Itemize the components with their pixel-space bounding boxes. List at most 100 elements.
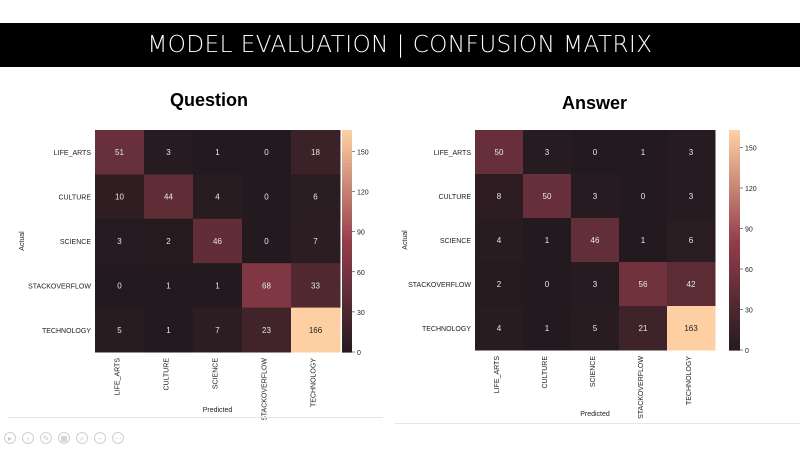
colorbar-segment <box>342 144 352 150</box>
cell-value-label: 7 <box>215 326 220 335</box>
more-icon[interactable]: ⋯ <box>112 432 124 444</box>
colorbar-segment <box>729 137 740 142</box>
colorbar-segment <box>729 192 740 197</box>
colorbar-segment <box>342 141 352 146</box>
cell-value-label: 46 <box>591 236 600 245</box>
colorbar-segment <box>342 222 352 227</box>
cell-value-label: 5 <box>117 326 122 335</box>
colorbar-segment <box>342 296 352 301</box>
colorbar-segment <box>729 284 740 289</box>
colorbar-tick-label: 90 <box>357 230 365 237</box>
zoom-icon[interactable]: ⌕ <box>76 432 88 444</box>
colorbar-segment <box>342 189 352 194</box>
cell-value-label: 21 <box>639 324 648 333</box>
cell-value-label: 3 <box>593 280 598 289</box>
colorbar-segment <box>342 270 352 275</box>
colorbar-segment <box>342 229 352 235</box>
cell-value-label: 163 <box>684 324 698 333</box>
x-tick-label: STACKOVERFLOW <box>262 358 269 420</box>
y-tick-label: SCIENCE <box>440 238 471 245</box>
colorbar-tick-label: 150 <box>357 149 369 156</box>
pen-icon[interactable]: ✎ <box>40 432 52 444</box>
colorbar-segment <box>342 241 352 246</box>
colorbar-segment <box>729 254 740 259</box>
colorbar-segment <box>342 185 352 190</box>
y-axis-label: Actual <box>402 230 409 250</box>
cell-value-label: 1 <box>641 236 646 245</box>
cell-value-label: 1 <box>166 326 171 335</box>
cell-value-label: 68 <box>262 281 271 290</box>
colorbar-segment <box>729 306 740 311</box>
right-divider <box>395 423 800 424</box>
heatmap-cell-1-0 <box>95 174 145 220</box>
colorbar-tick-label: 60 <box>357 270 365 277</box>
colorbar-tick-label: 150 <box>745 146 757 153</box>
y-tick-label: TECHNOLOGY <box>42 328 91 335</box>
back-icon[interactable]: ‹ <box>22 432 34 444</box>
heatmap-cell-1-1 <box>523 174 572 219</box>
cell-value-label: 0 <box>117 281 122 290</box>
cell-value-label: 0 <box>264 148 269 157</box>
heatmap-cell-4-4 <box>291 307 341 353</box>
cell-value-label: 18 <box>311 148 320 157</box>
x-tick-label: CULTURE <box>542 356 549 389</box>
colorbar-tick-label: 0 <box>357 350 361 357</box>
colorbar-segment <box>342 170 352 175</box>
heatmap-cell-2-2 <box>193 218 243 264</box>
minus-icon[interactable]: – <box>94 432 106 444</box>
colorbar-segment <box>342 344 352 349</box>
cell-value-label: 2 <box>497 280 502 289</box>
heatmap-cell-0-4 <box>291 130 341 175</box>
colorbar-tick-label: 120 <box>357 190 369 197</box>
colorbar-segment <box>729 280 740 285</box>
heatmap-cell-4-0 <box>475 306 524 351</box>
colorbar-segment <box>729 199 740 204</box>
colorbar-segment <box>729 210 740 215</box>
cell-value-label: 42 <box>687 280 696 289</box>
answer-confusion-matrix: 50 3 0 1 38 50 3 0 34 1 46 1 62 0 3 56 424 1 5 21 163LIFE_AR… <box>402 130 757 419</box>
colorbar-segment <box>342 133 352 138</box>
cell-value-label: 1 <box>166 281 171 290</box>
colorbar-segment <box>342 315 352 320</box>
colorbar-segment <box>729 243 740 248</box>
cell-value-label: 3 <box>593 192 598 201</box>
colorbar-segment <box>729 328 740 333</box>
play-icon[interactable]: ▸ <box>4 432 16 444</box>
cell-value-label: 8 <box>497 192 502 201</box>
cell-value-label: 1 <box>545 236 550 245</box>
cell-value-label: 3 <box>689 148 694 157</box>
colorbar-segment <box>729 196 740 201</box>
heatmap-cell-4-0 <box>95 307 145 353</box>
colorbar-segment <box>729 236 740 241</box>
colorbar-segment <box>729 144 740 149</box>
colorbar-segment <box>729 177 740 182</box>
grid-icon[interactable]: ▦ <box>58 432 70 444</box>
colorbar-segment <box>342 218 352 224</box>
cell-value-label: 0 <box>593 148 598 157</box>
colorbar-segment <box>729 232 740 237</box>
colorbar-segment <box>342 329 352 335</box>
slide-toolbar: ▸ ‹ ✎ ▦ ⌕ – ⋯ <box>4 432 124 444</box>
colorbar-segment <box>729 203 740 208</box>
heatmap-cell-3-4 <box>667 262 716 307</box>
y-tick-label: STACKOVERFLOW <box>28 283 91 290</box>
colorbar-segment <box>342 322 352 327</box>
colorbar-segment <box>342 348 352 353</box>
cell-value-label: 166 <box>309 326 323 335</box>
x-tick-label: TECHNOLOGY <box>311 358 318 407</box>
colorbar-segment <box>729 273 740 278</box>
colorbar-segment <box>342 244 352 249</box>
heatmap-cell-2-4 <box>291 218 341 264</box>
cell-value-label: 33 <box>311 281 320 290</box>
colorbar-segment <box>342 326 352 331</box>
colorbar-segment <box>729 221 740 226</box>
heatmap-cell-4-1 <box>144 307 194 353</box>
cell-value-label: 1 <box>545 324 550 333</box>
cell-value-label: 6 <box>689 236 694 245</box>
heatmap-cell-4-3 <box>242 307 292 353</box>
cell-value-label: 5 <box>593 324 598 333</box>
colorbar-segment <box>342 289 352 294</box>
colorbar-tick-label: 30 <box>745 308 753 315</box>
slide-title: MODEL EVALUATION | CONFUSION MATRIX <box>147 32 653 58</box>
colorbar-segment <box>729 258 740 263</box>
